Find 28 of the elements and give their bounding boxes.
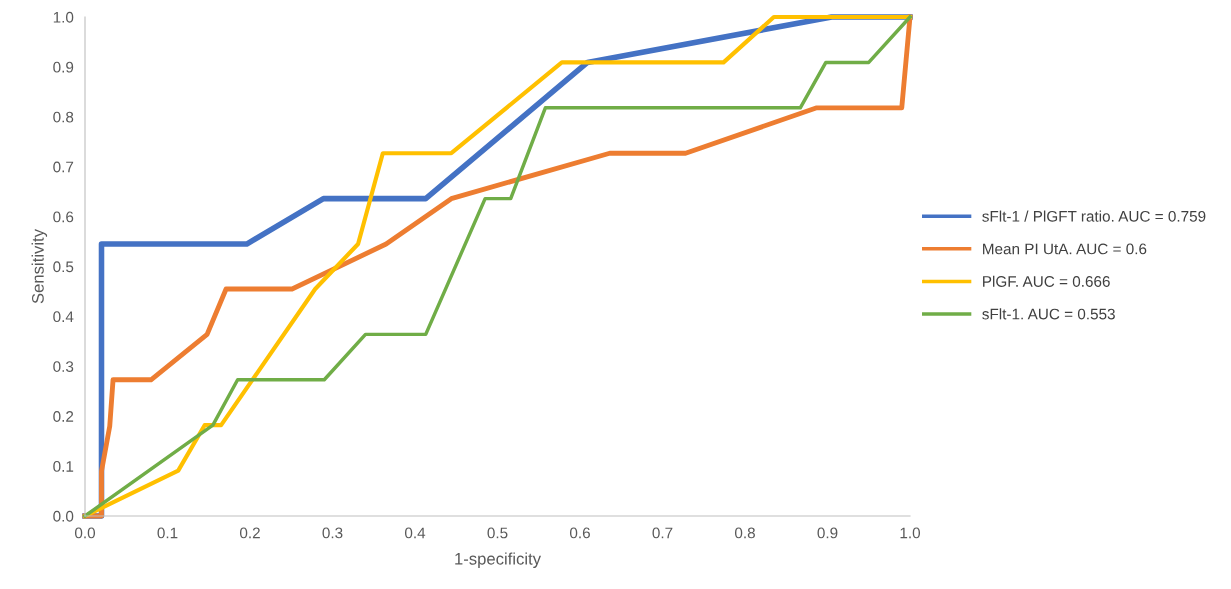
x-tick-label: 0.5 <box>487 527 508 539</box>
y-tick-label: 0.6 <box>53 211 74 223</box>
legend-label: PlGF. AUC = 0.666 <box>983 275 1110 287</box>
y-tick-label: 0.2 <box>53 411 74 422</box>
legend-label: Mean PI UtA. AUC = 0.6 <box>983 243 1147 255</box>
y-tick-label: 0.7 <box>53 161 74 173</box>
x-tick-label: 0.6 <box>569 527 590 539</box>
y-tick-label: 0.0 <box>53 510 74 522</box>
x-tick-label: 0.3 <box>322 527 343 539</box>
x-tick-label: 0.7 <box>652 527 673 539</box>
y-tick-label: 0.5 <box>53 261 74 273</box>
legend-label: sFlt-1 / PlGFT ratio. AUC = 0.759 <box>982 210 1206 222</box>
x-tick-label: 0.2 <box>239 527 260 539</box>
y-axis-title: Sensitivity <box>31 229 48 304</box>
y-tick-label: 1.0 <box>53 11 74 23</box>
y-tick-label: 0.8 <box>53 111 74 123</box>
x-tick-label: 0.4 <box>404 527 426 539</box>
y-tick-label: 0.1 <box>53 460 74 472</box>
x-tick-label: 0.0 <box>74 527 96 539</box>
y-tick-label: 0.4 <box>53 311 74 323</box>
x-tick-label: 0.1 <box>157 527 178 539</box>
x-axis-title: 1-specificity <box>455 552 541 568</box>
x-tick-label: 1.0 <box>900 527 921 539</box>
x-tick-label: 0.8 <box>734 527 755 539</box>
x-tick-label: 0.9 <box>817 527 838 539</box>
y-tick-label: 0.3 <box>53 361 74 372</box>
legend-label: sFlt-1. AUC = 0.553 <box>982 308 1115 320</box>
y-tick-label: 0.9 <box>53 61 74 73</box>
